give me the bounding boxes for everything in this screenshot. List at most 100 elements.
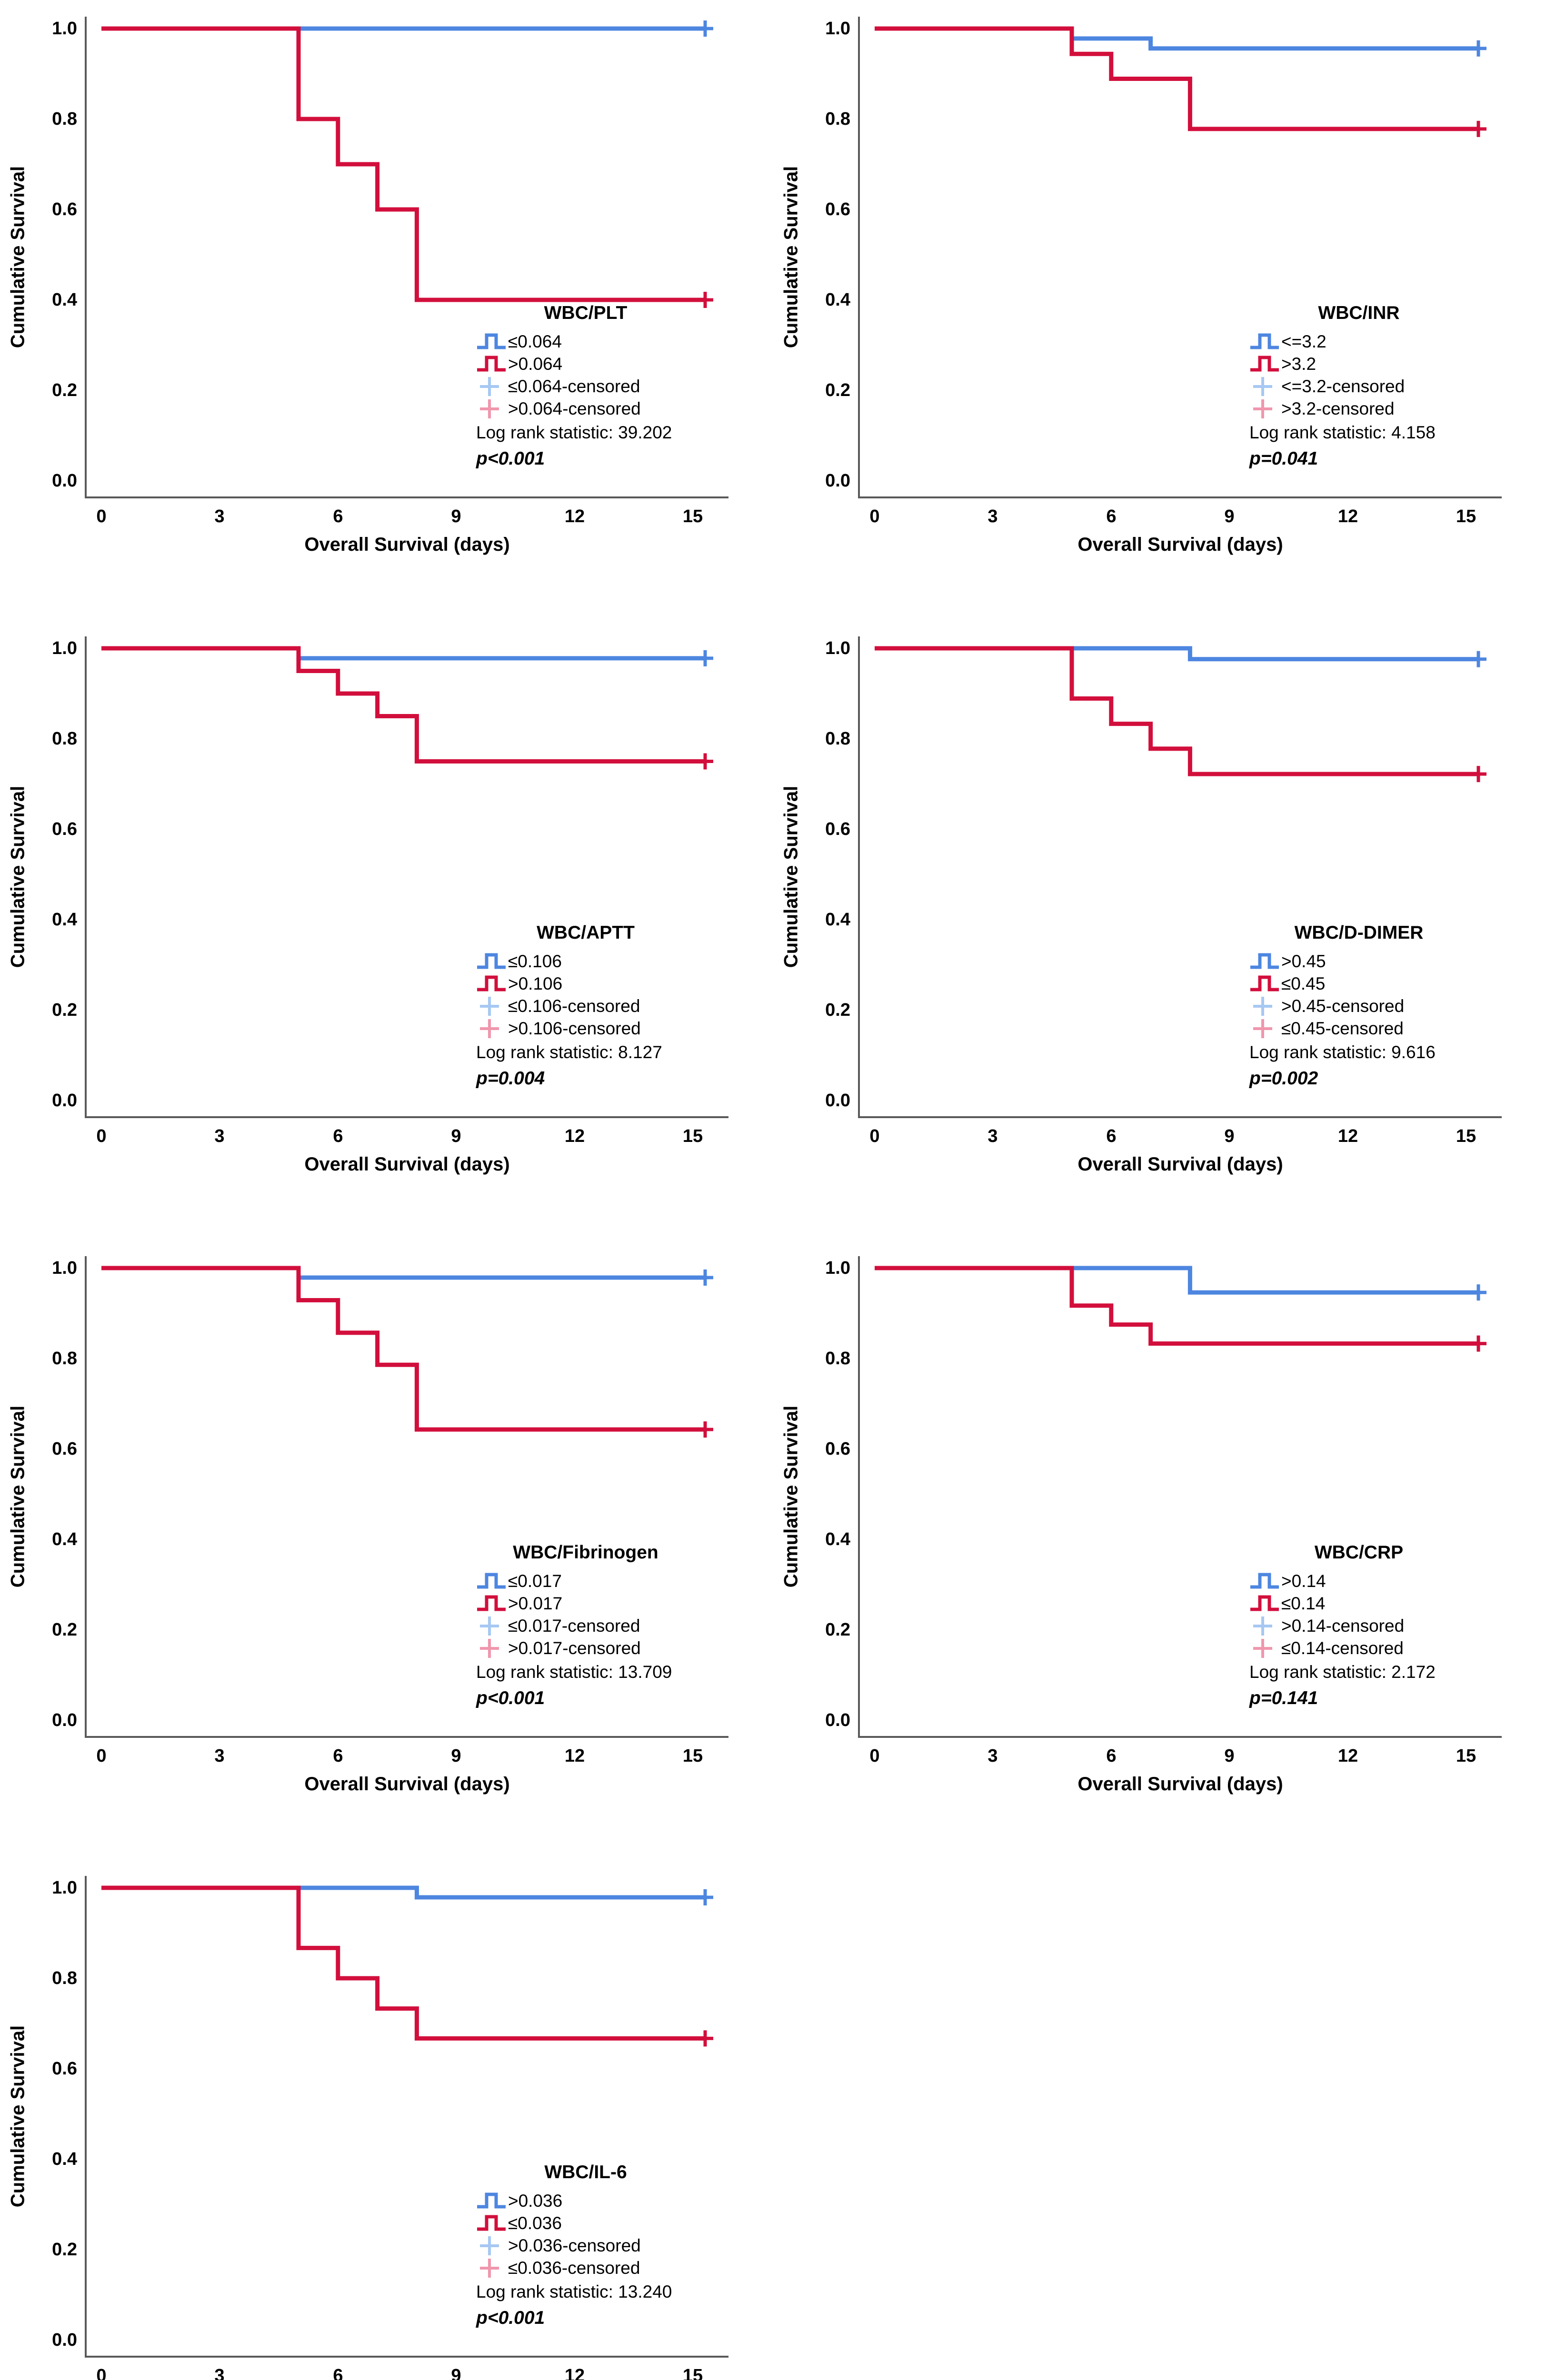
km-panel-wbc-crp: Cumulative Survival 1.0 0.8 0.6 0.4 0.2 … <box>773 1240 1546 1859</box>
red-step-line-icon <box>477 975 506 991</box>
legend-item-label: ≤0.036-censored <box>508 2258 640 2278</box>
y-tick-label: 0.2 <box>52 380 77 400</box>
p-value-text: p=0.004 <box>476 1068 545 1089</box>
x-tick-label: 15 <box>682 1746 703 1766</box>
log-rank-statistic-text: Log rank statistic: 8.127 <box>476 1042 662 1062</box>
x-tick-label: 0 <box>96 1746 107 1766</box>
legend-item-label: >3.2 <box>1281 354 1317 374</box>
log-rank-statistic-text: Log rank statistic: 13.240 <box>476 2282 672 2301</box>
legend-item: >0.106 <box>476 972 743 995</box>
y-tick-label: 0.2 <box>52 1000 77 1020</box>
y-tick-label: 0.8 <box>52 729 77 749</box>
x-tick-label: 9 <box>451 1126 461 1146</box>
p-value-text: p<0.001 <box>476 1688 545 1708</box>
legend-item: ≤0.14 <box>1249 1592 1516 1615</box>
x-axis-title: Overall Survival (days) <box>1077 1774 1283 1795</box>
y-axis-title: Cumulative Survival <box>780 166 802 348</box>
legend: WBC/Fibrinogen ≤0.017 >0.017 ≤0.017-cens… <box>476 1542 743 1709</box>
legend-title: WBC/IL-6 <box>544 2162 627 2182</box>
legend: WBC/INR <=3.2 >3.2 <=3.2-censored >3.2-c… <box>1249 303 1516 469</box>
y-tick-label: 0.0 <box>52 1091 77 1111</box>
survival-plot-canvas <box>85 17 728 498</box>
legend-item-label: ≤0.064-censored <box>508 376 640 396</box>
x-tick-label: 6 <box>1106 1746 1117 1766</box>
y-tick-label: 0.4 <box>825 1529 850 1549</box>
y-tick-label: 0.8 <box>825 109 850 129</box>
legend-item-label: ≤0.017-censored <box>508 1616 640 1636</box>
legend: WBC/CRP >0.14 ≤0.14 >0.14-censored ≤0.14… <box>1249 1542 1516 1709</box>
y-tick-label: 0.2 <box>52 2240 77 2260</box>
legend-title: WBC/D-DIMER <box>1294 922 1424 943</box>
legend-item: ≤0.45 <box>1249 972 1516 995</box>
y-tick-label: 0.2 <box>825 1000 850 1020</box>
legend-item: >0.036 <box>476 2190 743 2212</box>
x-tick-label: 3 <box>214 1746 225 1766</box>
x-tick-label: 3 <box>987 1746 998 1766</box>
blue-censored-plus-icon <box>480 996 499 1016</box>
x-tick-label: 0 <box>96 506 107 526</box>
blue-step-line-icon <box>477 2192 506 2208</box>
legend-item: ≤0.036 <box>476 2212 743 2234</box>
y-axis-title: Cumulative Survival <box>780 785 802 968</box>
legend-item: >0.14-censored <box>1249 1615 1516 1637</box>
y-tick-label: 0.4 <box>52 290 77 310</box>
y-tick-label: 0.4 <box>52 1529 77 1549</box>
y-tick-label: 0.4 <box>52 910 77 930</box>
legend-item: <=3.2-censored <box>1249 375 1516 397</box>
y-tick-label: 1.0 <box>52 1878 77 1898</box>
red-censored-plus-icon <box>480 399 499 418</box>
legend: WBC/PLT ≤0.064 >0.064 ≤0.064-censored >0… <box>476 303 743 469</box>
legend-item-label: >0.036-censored <box>508 2235 641 2255</box>
x-tick-label: 12 <box>1337 1126 1358 1146</box>
legend-item-label: <=3.2 <box>1281 331 1327 351</box>
legend-item-label: ≤0.14 <box>1281 1593 1326 1613</box>
blue-censored-plus-icon <box>1253 1616 1272 1636</box>
legend-item: ≤0.017 <box>476 1570 743 1592</box>
legend-item: ≤0.106-censored <box>476 995 743 1017</box>
x-tick-label: 9 <box>451 506 461 526</box>
legend-item-label: >0.064-censored <box>508 398 641 418</box>
x-tick-label: 15 <box>1456 506 1476 526</box>
y-tick-label: 1.0 <box>52 638 77 658</box>
y-tick-label: 1.0 <box>825 638 850 658</box>
x-tick-label: 9 <box>1224 1746 1235 1766</box>
legend-item: >0.036-censored <box>476 2234 743 2257</box>
x-tick-label: 12 <box>564 1746 585 1766</box>
y-tick-label: 1.0 <box>52 19 77 39</box>
x-tick-label: 12 <box>1337 506 1358 526</box>
legend-item: >0.14 <box>1249 1570 1516 1592</box>
legend-item-label: ≤0.064 <box>508 331 562 351</box>
legend-item-label: >0.017-censored <box>508 1638 641 1658</box>
legend-item-label: >0.14-censored <box>1281 1616 1405 1636</box>
x-tick-label: 15 <box>682 506 703 526</box>
legend-item: >0.45 <box>1249 950 1516 972</box>
blue-censored-plus-icon <box>480 377 499 396</box>
y-tick-label: 1.0 <box>825 19 850 39</box>
legend-item: >0.45-censored <box>1249 995 1516 1017</box>
x-tick-label: 6 <box>333 1746 343 1766</box>
blue-step-line-icon <box>477 333 506 349</box>
legend-item: >0.064-censored <box>476 397 743 420</box>
legend-item-label: >0.45 <box>1281 951 1326 971</box>
x-tick-label: 0 <box>96 1126 107 1146</box>
legend-item-label: ≤0.45 <box>1281 973 1326 993</box>
km-panel-wbc-inr: Cumulative Survival 1.0 0.8 0.6 0.4 0.2 … <box>773 0 1546 620</box>
y-tick-label: 0.8 <box>825 729 850 749</box>
legend-item: >0.106-censored <box>476 1017 743 1040</box>
y-tick-label: 0.2 <box>52 1620 77 1640</box>
y-tick-label: 0.8 <box>52 109 77 129</box>
legend-item-label: ≤0.14-censored <box>1281 1638 1404 1658</box>
x-tick-label: 12 <box>564 1126 585 1146</box>
y-tick-label: 0.0 <box>825 1710 850 1730</box>
x-tick-label: 9 <box>1224 1126 1235 1146</box>
p-value-text: p=0.041 <box>1249 448 1318 469</box>
red-censored-plus-icon <box>1253 1638 1272 1658</box>
x-tick-label: 0 <box>869 1126 880 1146</box>
legend-item-label: >0.064 <box>508 354 563 374</box>
y-tick-label: 0.4 <box>825 290 850 310</box>
red-censored-plus-icon <box>1253 1019 1272 1038</box>
red-step-line-icon <box>1250 356 1279 371</box>
x-tick-label: 3 <box>214 1126 225 1146</box>
km-panel-wbc-fibrinogen: Cumulative Survival 1.0 0.8 0.6 0.4 0.2 … <box>0 1240 773 1859</box>
